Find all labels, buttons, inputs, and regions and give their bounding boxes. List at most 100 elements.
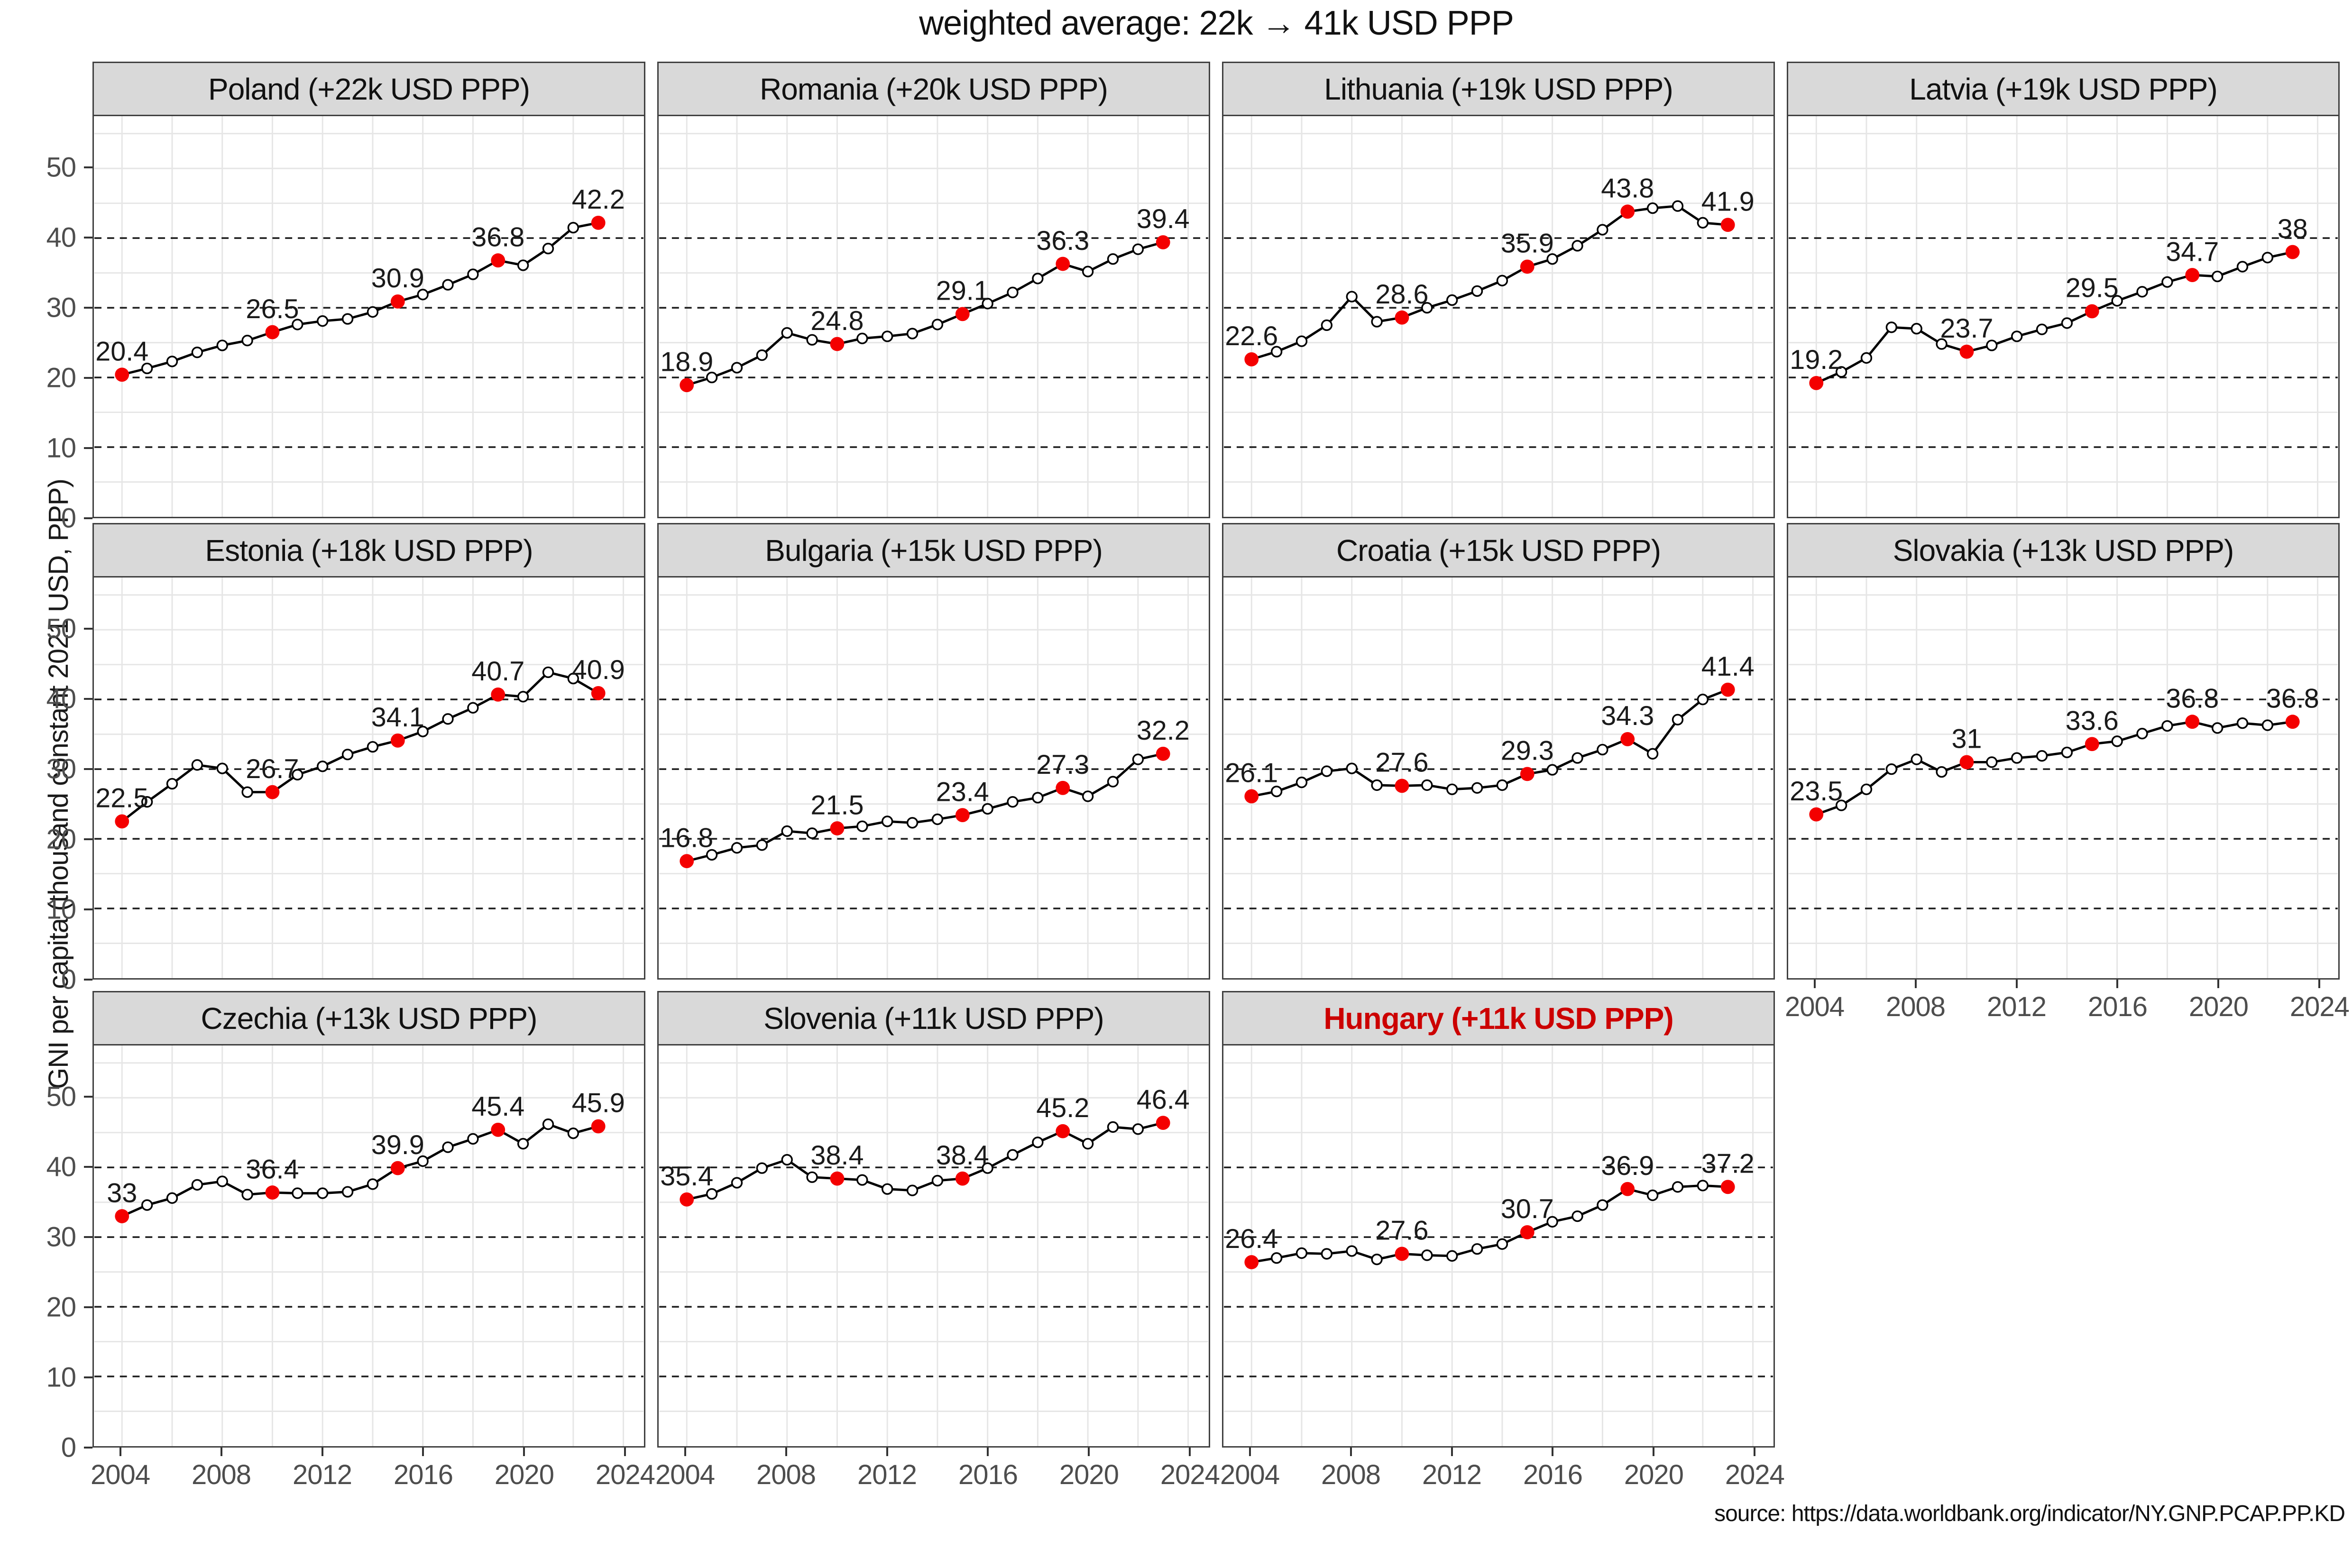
data-point [2061,317,2073,329]
data-point [806,827,818,839]
x-tick-mark [2318,980,2321,988]
data-line [1816,251,2293,385]
facet-strip: Slovakia (+13k USD PPP) [1787,523,2340,576]
point-label: 20.4 [95,336,148,367]
point-label: 45.2 [1036,1093,1089,1123]
panel-plot: 16.8 21.5 23.4 27.3 32.2 [657,576,1210,980]
data-point [1860,352,1873,364]
data-point [1032,273,1044,284]
data-point [241,335,253,347]
y-tick-label: 0 [61,503,76,534]
data-point [1295,335,1308,347]
data-point [442,1141,454,1153]
facet-strip: Poland (+22k USD PPP) [92,62,645,115]
data-point [1446,783,1458,795]
data-point [567,672,579,685]
y-tick-label: 10 [46,1362,76,1393]
data-point [542,243,554,255]
point-label: 39.4 [1137,204,1190,234]
data-point [166,778,178,790]
data-point [1346,1245,1358,1257]
data-point [2136,728,2148,740]
highlight-point [491,1122,505,1137]
x-tick-label: 2024 [2289,991,2350,1022]
data-point [2236,261,2249,273]
highlight-point [955,808,970,823]
highlight-point [1395,779,1409,793]
point-label: 41.9 [1701,186,1755,217]
data-point [1986,756,1998,768]
data-point [1571,240,1583,252]
data-line [686,1121,1164,1201]
highlight-point [1395,310,1409,325]
y-tick-label: 20 [46,362,76,394]
data-point [1032,792,1044,804]
facet-panel-czechia: Czechia (+13k USD PPP) 33 36.4 39.9 45.4 45.9 [92,991,645,1448]
figure-title: weighted average: 22k → 41k USD PPP [919,4,1514,42]
data-point [1082,1138,1094,1150]
y-tick-label: 50 [46,1081,76,1112]
facet-strip-title: Latvia (+19k USD PPP) [1909,72,2217,106]
data-point [1346,291,1358,303]
panel-plot: 26.1 27.6 29.3 34.3 41.4 [1222,576,1775,980]
facet-panel-slovenia: Slovenia (+11k USD PPP) 35.4 38.4 38.4 45.2 4… [657,991,1210,1448]
data-point [1646,748,1659,760]
point-label: 29.5 [2066,273,2119,303]
highlight-point [1720,682,1735,697]
data-point [931,813,944,825]
x-tick-mark [684,1448,686,1456]
data-point [2211,722,2223,734]
point-label: 34.7 [2166,237,2219,267]
x-tick-mark [886,1448,888,1456]
x-tick-mark [2217,980,2220,988]
highlight-point [1156,746,1170,761]
highlight-point [1959,755,1974,770]
facet-strip-title: Slovakia (+13k USD PPP) [1893,533,2234,568]
data-point [781,1154,793,1166]
data-point [2011,330,2023,342]
facet-strip-title: Poland (+22k USD PPP) [208,72,530,106]
point-label: 40.7 [471,656,524,687]
data-point [2211,270,2223,283]
data-point [906,817,919,829]
x-tick-mark [1350,1448,1352,1456]
data-point [982,298,993,310]
data-point [1270,346,1283,358]
highlight-point [2285,715,2300,729]
x-tick-label: 2008 [1321,1459,1381,1490]
data-point [1860,783,1873,795]
facet-panel-slovakia: Slovakia (+13k USD PPP) 23.5 31 33.6 36.8 36.… [1787,523,2340,980]
point-label: 33.6 [2066,706,2119,736]
data-point [1471,1243,1483,1255]
y-tick-label: 40 [46,222,76,253]
point-label: 21.5 [810,790,864,820]
highlight-point [955,307,970,321]
y-tick-mark [84,1236,92,1238]
data-point [1295,1247,1308,1259]
highlight-point [1809,376,1824,390]
y-tick-label: 50 [46,152,76,183]
data-point [1546,253,1558,265]
x-tick-mark [422,1448,424,1456]
data-point [1007,796,1019,808]
data-point [2136,286,2148,298]
data-point [931,319,944,330]
data-point [467,702,479,714]
x-tick-label: 2008 [756,1459,816,1490]
data-point [317,761,329,772]
y-tick-mark [84,1096,92,1098]
y-tick-label: 10 [46,432,76,464]
highlight-point [1244,1255,1259,1269]
facet-strip-title: Lithuania (+19k USD PPP) [1324,72,1673,106]
data-point [191,347,203,358]
data-point [1107,776,1119,788]
data-point [781,327,793,339]
data-point [906,328,919,339]
data-point [1371,316,1383,328]
highlight-point [2285,245,2300,259]
data-point [216,339,228,351]
point-label: 34.3 [1601,701,1654,731]
data-point [731,1177,743,1189]
data-point [731,362,743,374]
panel-plot: 22.6 28.6 35.9 43.8 41.9 [1222,115,1775,518]
